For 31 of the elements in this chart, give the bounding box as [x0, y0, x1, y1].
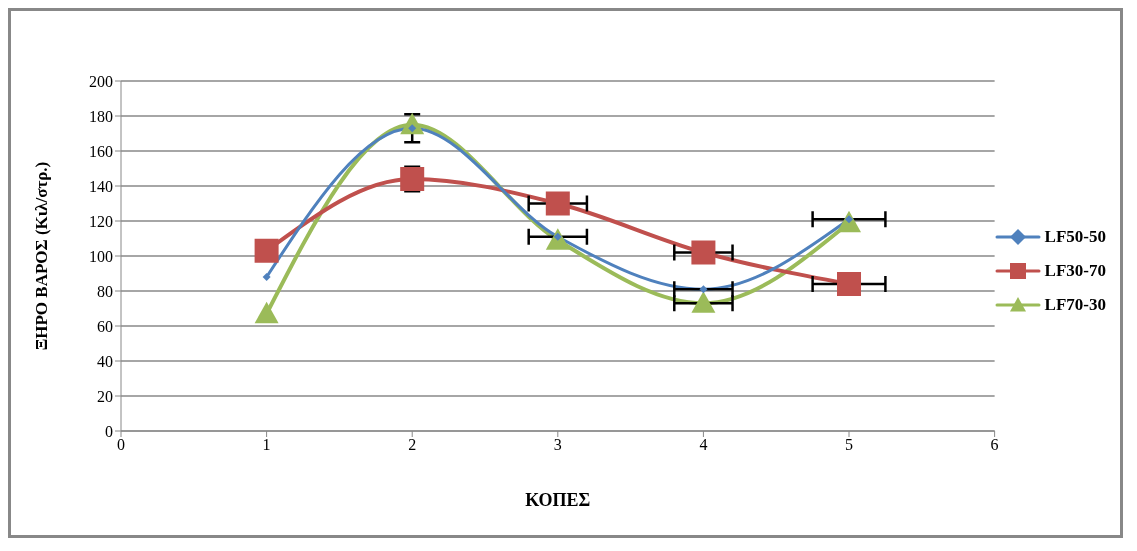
point: [691, 240, 716, 265]
y-tick-label: 200: [89, 72, 113, 90]
y-axis-title: ΞΗΡΟ ΒΑΡΟΣ (Κιλ/στρ.): [32, 161, 52, 351]
y-tick-label: 60: [97, 317, 113, 335]
x-tick-label: 0: [117, 436, 125, 454]
y-tick-label: 100: [89, 247, 113, 265]
y-tick-label: 120: [89, 212, 113, 230]
y-tick-label: 180: [89, 107, 113, 125]
point: [262, 273, 271, 281]
y-tick-label: 40: [97, 352, 113, 370]
x-tick-label: 4: [699, 436, 708, 454]
legend-label: LF70-30: [1044, 295, 1106, 315]
point: [254, 301, 279, 324]
legend-label: LF50-50: [1044, 227, 1106, 247]
y-tick-label: 80: [97, 282, 113, 300]
x-tick-label: 6: [990, 436, 999, 454]
point: [699, 285, 708, 294]
x-tick-label: 2: [408, 436, 417, 454]
point: [254, 238, 279, 263]
point: [545, 191, 570, 216]
point: [837, 272, 862, 296]
y-tick-label: 0: [105, 422, 113, 440]
x-tick-label: 5: [845, 436, 854, 454]
y-tick-label: 20: [97, 387, 113, 405]
x-tick-label: 3: [553, 436, 562, 454]
y-tick-label: 160: [89, 142, 113, 160]
point: [691, 291, 716, 313]
x-axis-title: ΚΟΠΕΣ: [525, 490, 591, 510]
x-tick-label: 1: [262, 436, 271, 454]
legend-label: LF30-70: [1044, 261, 1106, 281]
y-tick-label: 140: [89, 177, 113, 195]
